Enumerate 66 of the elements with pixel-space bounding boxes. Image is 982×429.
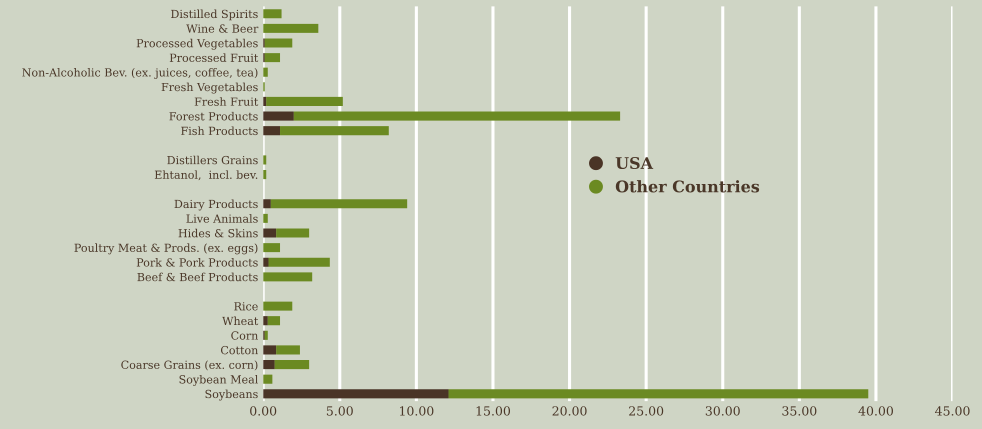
bar bbox=[263, 199, 271, 208]
bar bbox=[264, 38, 292, 48]
bar bbox=[263, 112, 294, 121]
bar bbox=[280, 126, 389, 136]
bar bbox=[263, 126, 280, 136]
bar bbox=[263, 345, 276, 354]
y-tick-label: Fresh Vegetables bbox=[162, 82, 258, 94]
y-tick-label: Distilled Spirits bbox=[171, 10, 258, 20]
x-tick-label: 5.00 bbox=[326, 406, 353, 416]
y-tick-label: Processed Vegetables bbox=[136, 38, 258, 50]
y-tick-label: Fish Products bbox=[181, 126, 258, 136]
bar bbox=[270, 199, 408, 208]
y-tick-label: Fresh Fruit bbox=[194, 97, 258, 106]
bar bbox=[268, 258, 330, 267]
bar bbox=[276, 228, 310, 238]
bar bbox=[266, 96, 343, 106]
bar bbox=[294, 112, 620, 121]
y-tick-label: Ehtanol, incl. bev. bbox=[154, 170, 258, 180]
y-tick-label: Non-Alcoholic Bev. (ex. juices, coffee, tea) bbox=[22, 68, 258, 79]
bar bbox=[263, 9, 282, 18]
bar bbox=[268, 316, 280, 326]
y-tick-label: Wine & Beer bbox=[186, 24, 258, 33]
y-tick-label: Wheat bbox=[222, 316, 258, 326]
bar bbox=[448, 389, 868, 398]
bar bbox=[264, 330, 268, 340]
y-tick-label: Distillers Grains bbox=[167, 156, 258, 164]
y-tick-label: Soybean Meal bbox=[180, 374, 258, 386]
bar bbox=[264, 53, 280, 62]
bar bbox=[263, 214, 268, 223]
y-tick-label: Cotton bbox=[220, 346, 258, 354]
x-tick-label: 0.00 bbox=[250, 406, 276, 416]
x-tick-label: 25.00 bbox=[629, 406, 664, 416]
x-tick-label: 30.00 bbox=[706, 406, 740, 416]
bar bbox=[263, 374, 272, 384]
x-tick-label: 15.00 bbox=[476, 406, 510, 416]
bar bbox=[263, 24, 318, 33]
y-tick-label: Live Animals bbox=[186, 214, 258, 223]
y-tick-label: Dairy Products bbox=[174, 200, 258, 210]
y-tick-label: Rice bbox=[234, 302, 258, 310]
x-tick-label: 10.00 bbox=[400, 406, 434, 416]
bar bbox=[263, 272, 312, 282]
x-tick-label: 35.00 bbox=[782, 406, 816, 416]
x-tick-label: 45.00 bbox=[935, 406, 970, 416]
y-tick-label: Corn bbox=[231, 331, 258, 340]
y-tick-label: Soybeans bbox=[206, 390, 258, 400]
y-tick-label: Hides & Skins bbox=[178, 228, 258, 238]
bar bbox=[263, 68, 268, 77]
legend-label: Other Countries bbox=[616, 180, 760, 193]
bar bbox=[274, 360, 310, 370]
bar bbox=[263, 243, 280, 252]
bar bbox=[263, 302, 292, 311]
x-tick-label: 20.00 bbox=[552, 406, 587, 416]
bar bbox=[263, 228, 276, 238]
bar bbox=[263, 316, 268, 326]
bar bbox=[263, 258, 269, 267]
x-tick-label: 40.00 bbox=[858, 406, 894, 416]
bar bbox=[263, 360, 275, 370]
y-tick-label: Coarse Grains (ex. corn) bbox=[121, 360, 258, 371]
y-tick-label: Beef & Beef Products bbox=[137, 272, 258, 282]
y-tick-label: Poultry Meat & Prods. (ex. eggs) bbox=[74, 243, 258, 254]
y-tick-label: Pork & Pork Products bbox=[136, 258, 258, 267]
bar bbox=[276, 345, 300, 354]
y-tick-label: Processed Fruit bbox=[170, 53, 258, 62]
y-tick-label: Forest Products bbox=[169, 112, 258, 120]
bar bbox=[263, 389, 449, 398]
legend-label: USA bbox=[616, 156, 654, 170]
